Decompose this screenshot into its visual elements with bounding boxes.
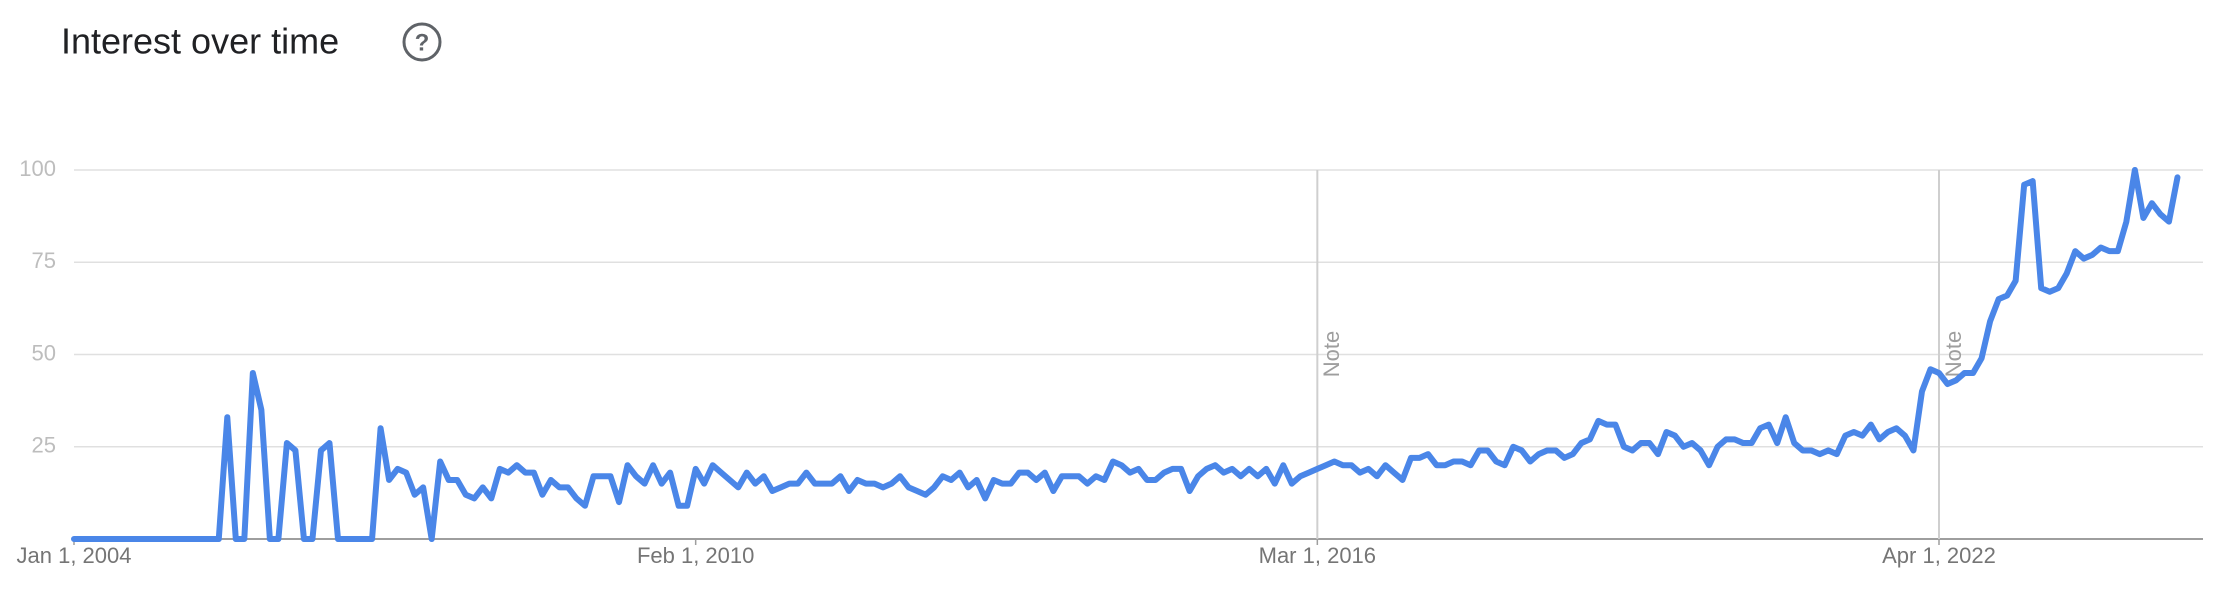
y-tick-label: 25: [32, 433, 56, 458]
note-label: Note: [1319, 331, 1344, 377]
x-tick-label: Feb 1, 2010: [637, 543, 754, 568]
series-line: [71, 167, 2181, 542]
x-tick-label: Mar 1, 2016: [1259, 543, 1376, 568]
x-tick-label: Jan 1, 2004: [17, 543, 132, 568]
help-icon[interactable]: ?: [402, 22, 442, 62]
note-label: Note: [1941, 331, 1966, 377]
y-tick-label: 50: [32, 340, 56, 365]
y-tick-label: 100: [19, 156, 56, 181]
x-tick-label: Apr 1, 2022: [1882, 543, 1996, 568]
svg-text:?: ?: [415, 29, 430, 56]
y-tick-label: 75: [32, 248, 56, 273]
chart-title: Interest over time: [61, 21, 339, 62]
